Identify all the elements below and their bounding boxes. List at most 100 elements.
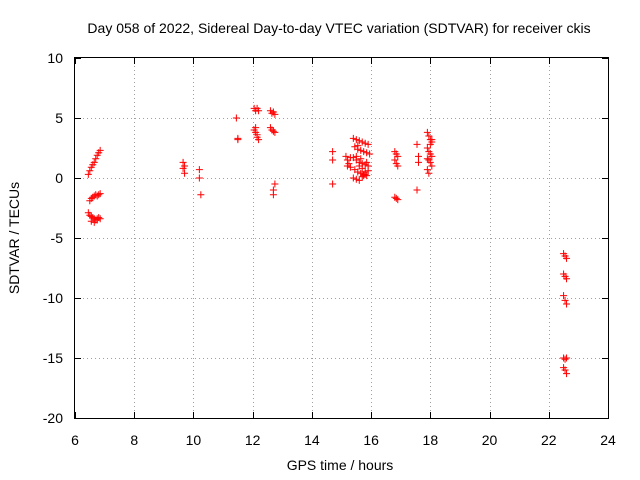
data-point xyxy=(560,292,568,300)
y-tick-label: 10 xyxy=(47,50,63,66)
data-point xyxy=(413,140,421,148)
data-point xyxy=(354,168,362,176)
x-tick-label: 18 xyxy=(423,432,439,448)
data-points xyxy=(84,104,571,378)
data-point xyxy=(394,196,402,204)
data-point xyxy=(349,174,357,182)
y-tick-label: 5 xyxy=(55,110,63,126)
data-point xyxy=(425,132,433,140)
data-point xyxy=(232,114,240,122)
data-point xyxy=(343,162,351,170)
data-point xyxy=(90,158,98,166)
data-point xyxy=(352,136,360,144)
y-axis-title: SDTVAR / TECUs xyxy=(6,182,22,294)
data-point xyxy=(269,191,277,199)
x-tick-label: 22 xyxy=(541,432,557,448)
x-tick-labels: 6 8 10 12 14 16 18 20 22 24 xyxy=(71,432,616,448)
data-point xyxy=(95,191,103,199)
data-point xyxy=(271,128,279,136)
data-point xyxy=(269,127,277,135)
data-point xyxy=(329,156,337,164)
data-point xyxy=(197,191,205,199)
data-point xyxy=(358,138,366,146)
data-point xyxy=(268,109,276,117)
data-point xyxy=(354,142,362,150)
data-point xyxy=(361,168,369,176)
data-point xyxy=(195,174,203,182)
x-tick-label: 10 xyxy=(186,432,202,448)
data-point xyxy=(346,163,354,171)
x-tick-label: 12 xyxy=(245,432,261,448)
data-point xyxy=(423,166,431,174)
axis-ticks xyxy=(75,58,609,419)
data-point xyxy=(179,158,187,166)
data-point xyxy=(561,366,569,374)
data-point xyxy=(366,150,374,158)
data-point xyxy=(93,216,101,224)
data-point xyxy=(96,190,104,198)
data-point xyxy=(255,107,263,115)
data-point xyxy=(355,137,363,145)
x-tick-label: 6 xyxy=(71,432,79,448)
data-point xyxy=(352,152,360,160)
data-point xyxy=(357,155,365,163)
data-point xyxy=(329,148,337,156)
data-point xyxy=(414,152,422,160)
data-point xyxy=(563,275,571,283)
data-point xyxy=(563,354,571,362)
data-point xyxy=(363,149,371,157)
data-point xyxy=(181,169,189,177)
data-point xyxy=(92,155,100,163)
data-point xyxy=(563,370,571,378)
data-point xyxy=(84,170,92,178)
data-point xyxy=(394,162,402,170)
data-point xyxy=(342,152,350,160)
data-point xyxy=(426,140,434,148)
data-point xyxy=(563,300,571,308)
y-tick-labels: -20 -15 -10 -5 0 5 10 xyxy=(43,50,63,426)
data-point xyxy=(255,136,263,144)
data-point xyxy=(428,162,436,170)
data-point xyxy=(394,152,402,160)
data-point xyxy=(561,296,569,304)
data-point xyxy=(364,167,372,175)
grid-lines xyxy=(75,58,608,418)
data-point xyxy=(181,162,189,170)
data-point xyxy=(355,176,363,184)
data-point xyxy=(423,155,431,163)
data-point xyxy=(357,146,365,154)
data-point xyxy=(252,124,260,132)
data-point xyxy=(561,355,569,363)
data-point xyxy=(271,110,279,118)
y-tick-label: -10 xyxy=(43,290,63,306)
data-point xyxy=(86,167,94,175)
data-point xyxy=(428,152,436,160)
chart-title: Day 058 of 2022, Sidereal Day-to-day VTE… xyxy=(87,20,590,36)
data-point xyxy=(234,134,242,142)
data-point xyxy=(253,131,261,139)
data-point xyxy=(96,215,104,223)
plot-frame xyxy=(74,57,609,419)
x-tick-label: 24 xyxy=(600,432,616,448)
data-point xyxy=(428,136,436,144)
data-point xyxy=(360,172,368,180)
data-point xyxy=(360,148,368,156)
data-point xyxy=(195,166,203,174)
x-tick-label: 8 xyxy=(130,432,138,448)
x-tick-label: 20 xyxy=(482,432,498,448)
y-tick-label: 0 xyxy=(55,170,63,186)
data-point xyxy=(392,194,400,202)
data-point xyxy=(361,139,369,147)
data-point xyxy=(423,144,431,152)
data-point xyxy=(352,175,360,183)
data-point xyxy=(271,180,279,188)
y-tick-label: -20 xyxy=(43,410,63,426)
data-point xyxy=(349,134,357,142)
data-point xyxy=(414,158,422,166)
data-point xyxy=(413,186,421,194)
data-point xyxy=(329,180,337,188)
x-tick-label: 16 xyxy=(363,432,379,448)
data-point xyxy=(87,217,95,225)
x-tick-label: 14 xyxy=(304,432,320,448)
data-point xyxy=(358,164,366,172)
